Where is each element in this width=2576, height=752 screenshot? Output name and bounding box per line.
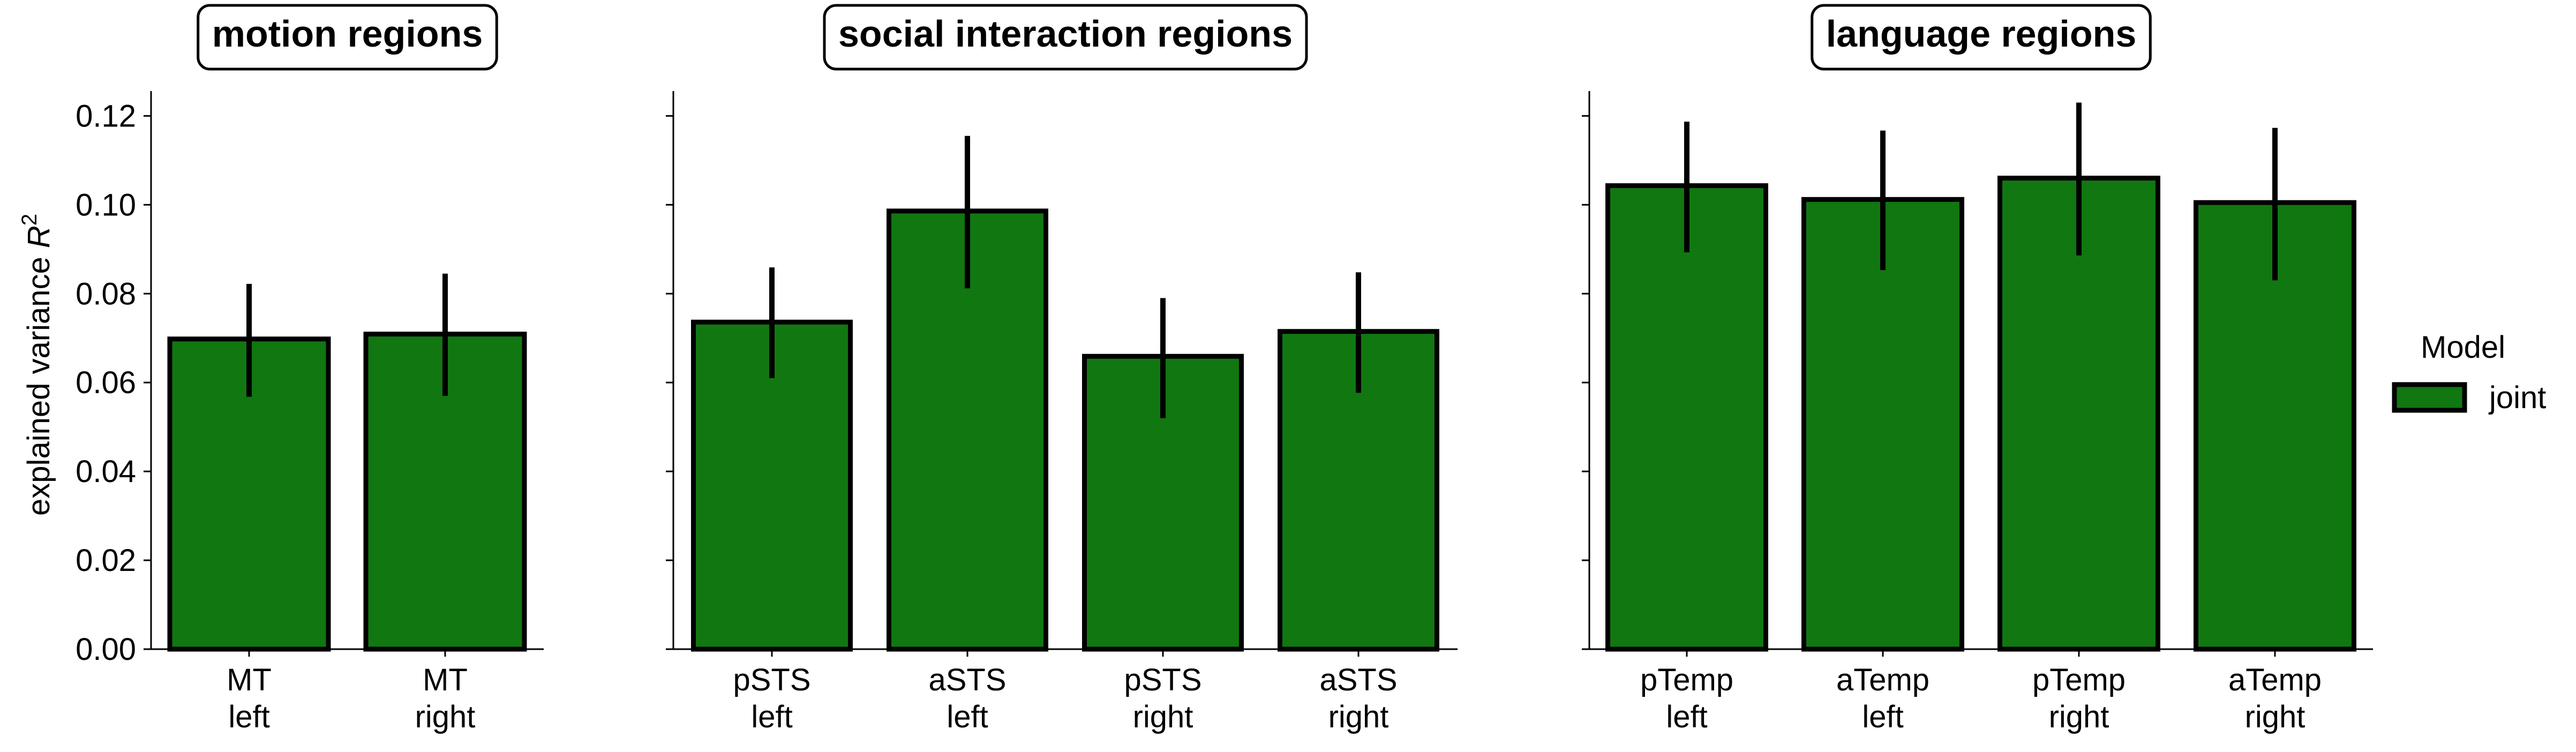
x-tick-label-side: right — [2245, 700, 2305, 734]
x-tick-label: MT — [227, 663, 272, 697]
x-tick-label: pTemp — [1640, 663, 1733, 697]
x-tick-label-side: right — [2049, 700, 2109, 734]
panel-title-box — [1811, 4, 2152, 71]
legend-entry: joint — [2488, 380, 2546, 415]
x-tick-label: aTemp — [1836, 663, 1929, 697]
y-tick-label: 0.12 — [76, 99, 136, 133]
legend: Model joint — [2392, 330, 2546, 415]
y-tick-label: 0.06 — [76, 365, 136, 400]
panel-3: pTempleftaTempleftpTemprightaTemprightla… — [1582, 4, 2373, 734]
x-tick-label: aTemp — [2228, 663, 2322, 697]
panel-1: 0.000.020.040.060.080.100.12MTleftMTrigh… — [76, 4, 544, 734]
panel-title-box — [823, 4, 1308, 71]
legend-swatch — [2392, 382, 2467, 413]
x-tick-label-side: right — [1133, 700, 1193, 734]
y-axis-label-superscript: 2 — [18, 214, 41, 225]
y-axis-label-math: R — [21, 225, 56, 248]
y-axis-label: explained variance R2 — [18, 214, 56, 516]
panel-title-box — [197, 4, 498, 71]
y-tick-label: 0.04 — [76, 454, 136, 489]
x-tick-label: pSTS — [733, 663, 810, 697]
y-tick-label: 0.10 — [76, 187, 136, 222]
y-tick-label: 0.02 — [76, 543, 136, 578]
x-tick-label: pTemp — [2032, 663, 2126, 697]
x-tick-label-side: left — [228, 700, 269, 734]
x-tick-label: pSTS — [1124, 663, 1201, 697]
x-tick-label-side: left — [751, 700, 792, 734]
y-tick-label: 0.00 — [76, 632, 136, 667]
x-tick-label-side: right — [1328, 700, 1389, 734]
bar — [1605, 183, 1768, 652]
panel-2: pSTSleftaSTSleftpSTSrightaSTSrightsocial… — [666, 4, 1458, 734]
x-tick-label: aSTS — [1319, 663, 1397, 697]
panel-title: language regions — [1826, 13, 2137, 55]
legend-title: Model — [2421, 330, 2505, 365]
x-tick-label-side: left — [1666, 700, 1707, 734]
panel-title: social interaction regions — [838, 13, 1293, 55]
x-tick-label-side: right — [415, 700, 476, 734]
x-tick-label-side: left — [947, 700, 988, 734]
x-tick-label: aSTS — [928, 663, 1006, 697]
x-tick-label: MT — [423, 663, 468, 697]
y-tick-label: 0.08 — [76, 276, 136, 311]
y-axis-label-text: explained variance — [21, 248, 56, 516]
x-tick-label-side: left — [1862, 700, 1903, 734]
panel-title: motion regions — [212, 13, 483, 55]
